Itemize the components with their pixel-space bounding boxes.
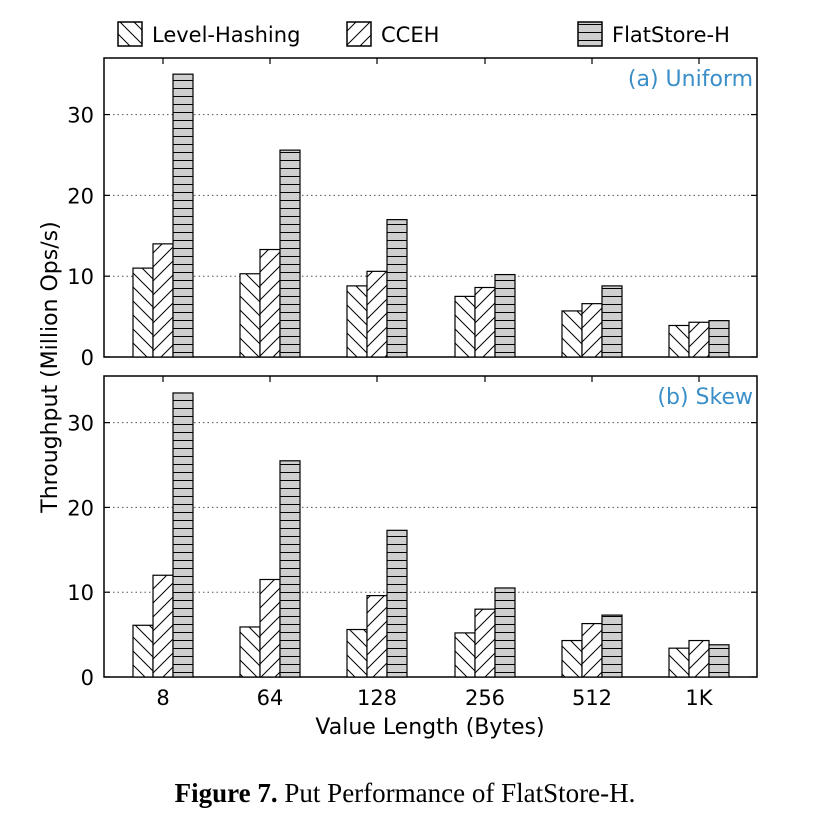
caption-bold: Figure 7. bbox=[175, 778, 278, 808]
y-tick-label: 0 bbox=[81, 346, 94, 370]
bar-cceh-512 bbox=[581, 303, 603, 358]
bar-flatstore-h-128 bbox=[386, 529, 408, 678]
y-tick-label: 0 bbox=[81, 666, 94, 690]
y-tick-label: 20 bbox=[67, 184, 94, 208]
bar-level-hashing-128 bbox=[346, 285, 368, 358]
plot-frame bbox=[103, 375, 758, 678]
bar-cceh-64 bbox=[259, 248, 281, 358]
figure-caption: Figure 7. Put Performance of FlatStore-H… bbox=[175, 778, 636, 808]
legend-swatch-flatstore-h bbox=[577, 21, 603, 47]
bar-flatstore-h-8 bbox=[172, 392, 194, 678]
x-axis-label: Value Length (Bytes) bbox=[315, 715, 544, 740]
x-tick-label: 256 bbox=[465, 686, 505, 710]
panel-uniform: 0 10 20 30 (a) Uniform bbox=[67, 57, 758, 370]
legend: Level-Hashing CCEH FlatStore-H bbox=[117, 21, 730, 47]
y-tick-label: 20 bbox=[67, 496, 94, 520]
bar-level-hashing-64 bbox=[239, 273, 261, 358]
bar-cceh-64 bbox=[259, 578, 281, 678]
y-tick-label: 10 bbox=[67, 265, 94, 289]
panel-title: (a) Uniform bbox=[628, 67, 753, 92]
bar-cceh-512 bbox=[581, 622, 603, 678]
bar-flatstore-h-256 bbox=[494, 587, 516, 678]
bar-level-hashing-8 bbox=[132, 624, 154, 678]
bar-level-hashing-64 bbox=[239, 626, 261, 678]
bar-level-hashing-1k bbox=[668, 647, 690, 678]
legend-swatch-cceh bbox=[346, 21, 372, 47]
bar-flatstore-h-64 bbox=[279, 460, 301, 678]
bar-cceh-1k bbox=[688, 321, 710, 358]
y-axis-label: Throughput (Million Ops/s) bbox=[38, 221, 63, 513]
caption-text: Put Performance of FlatStore-H. bbox=[278, 778, 636, 808]
bar-level-hashing-512 bbox=[561, 639, 583, 678]
legend-swatch-level-hashing bbox=[117, 21, 143, 47]
y-tick-label: 30 bbox=[67, 104, 94, 128]
bar-flatstore-h-64 bbox=[279, 149, 301, 358]
bar-cceh-128 bbox=[366, 595, 388, 678]
bar-flatstore-h-256 bbox=[494, 273, 516, 358]
panel-skew: 0 10 20 30 (b) Skew 8 64 128 256 512 1K bbox=[67, 375, 758, 710]
bar-cceh-8 bbox=[152, 243, 174, 358]
x-tick-label: 64 bbox=[257, 686, 284, 710]
panel-title: (b) Skew bbox=[657, 385, 753, 410]
bar-flatstore-h-128 bbox=[386, 219, 408, 358]
bar-level-hashing-256 bbox=[454, 632, 476, 678]
bar-flatstore-h-1k bbox=[708, 320, 730, 358]
bar-cceh-256 bbox=[474, 286, 496, 358]
bar-cceh-128 bbox=[366, 270, 388, 358]
legend-item-level-hashing: Level-Hashing bbox=[117, 21, 300, 47]
bar-level-hashing-8 bbox=[132, 267, 154, 358]
bar-flatstore-h-8 bbox=[172, 73, 194, 358]
plot-frame bbox=[103, 57, 758, 358]
y-tick-label: 10 bbox=[67, 581, 94, 605]
x-tick-label: 8 bbox=[156, 686, 169, 710]
legend-label-flatstore-h: FlatStore-H bbox=[612, 23, 730, 47]
x-tick-label: 1K bbox=[685, 686, 713, 710]
y-tick-label: 30 bbox=[67, 412, 94, 436]
bar-cceh-256 bbox=[474, 608, 496, 678]
legend-label-level-hashing: Level-Hashing bbox=[152, 23, 300, 47]
bar-flatstore-h-512 bbox=[601, 614, 623, 678]
x-tick-label: 128 bbox=[357, 686, 397, 710]
bar-flatstore-h-1k bbox=[708, 644, 730, 678]
bar-level-hashing-1k bbox=[668, 324, 690, 358]
x-tick-label: 512 bbox=[572, 686, 612, 710]
bar-flatstore-h-512 bbox=[601, 285, 623, 358]
legend-label-cceh: CCEH bbox=[381, 23, 439, 47]
legend-item-cceh: CCEH bbox=[346, 21, 439, 47]
bar-level-hashing-256 bbox=[454, 295, 476, 358]
bar-level-hashing-128 bbox=[346, 628, 368, 678]
bar-cceh-8 bbox=[152, 574, 174, 678]
bar-level-hashing-512 bbox=[561, 310, 583, 358]
legend-item-flatstore-h: FlatStore-H bbox=[577, 21, 730, 47]
bar-cceh-1k bbox=[688, 639, 710, 678]
